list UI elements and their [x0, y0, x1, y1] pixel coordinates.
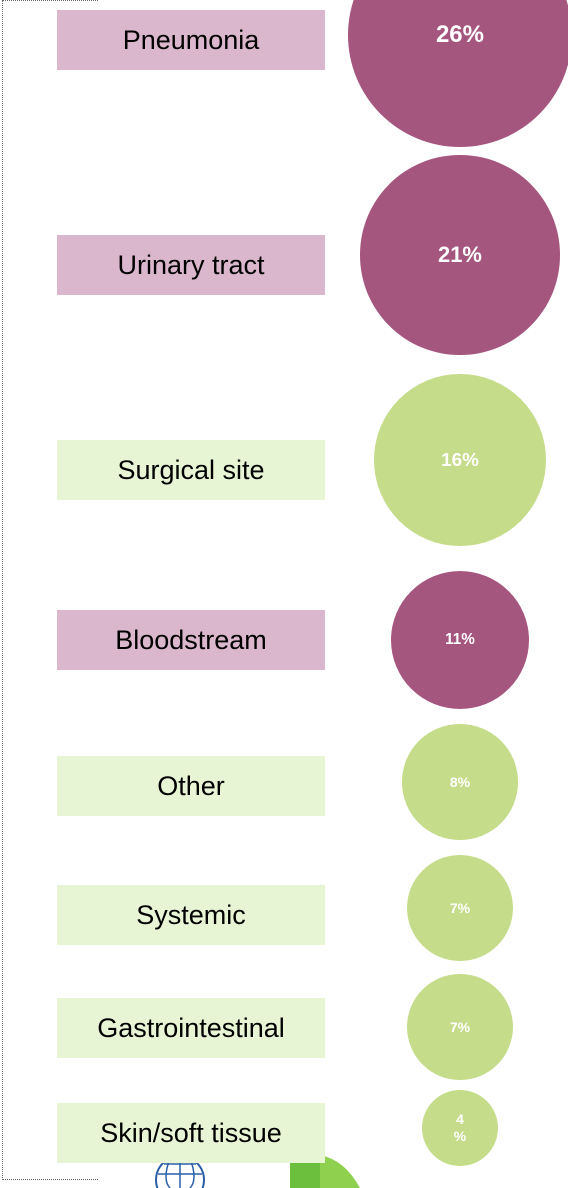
- bubble: 16%: [374, 374, 546, 546]
- category-label: Gastrointestinal: [57, 998, 325, 1058]
- category-label: Surgical site: [57, 440, 325, 500]
- category-label: Systemic: [57, 885, 325, 945]
- value-label: 7%: [449, 1018, 471, 1035]
- category-label: Bloodstream: [57, 610, 325, 670]
- value-label: 26%: [435, 20, 484, 48]
- bubble: 8%: [402, 724, 518, 840]
- value-label: 11%: [445, 630, 475, 648]
- value-label: 8%: [449, 773, 471, 790]
- value-label: 7%: [449, 899, 471, 916]
- category-label: Urinary tract: [57, 235, 325, 295]
- bubble: 26%: [347, 0, 568, 148]
- bubble: 7%: [406, 973, 514, 1081]
- bubble: 11%: [390, 570, 530, 710]
- bubble: 21%: [360, 155, 560, 355]
- category-label: Pneumonia: [57, 10, 325, 70]
- bubble: 7%: [406, 854, 514, 962]
- category-label: Other: [57, 756, 325, 816]
- value-label: 21%: [438, 241, 482, 267]
- category-label: Skin/soft tissue: [57, 1103, 325, 1163]
- frame: [2, 0, 98, 1180]
- bubble: 4 %: [422, 1090, 498, 1166]
- value-label: 16%: [441, 448, 479, 470]
- value-label: 4 %: [453, 1111, 467, 1144]
